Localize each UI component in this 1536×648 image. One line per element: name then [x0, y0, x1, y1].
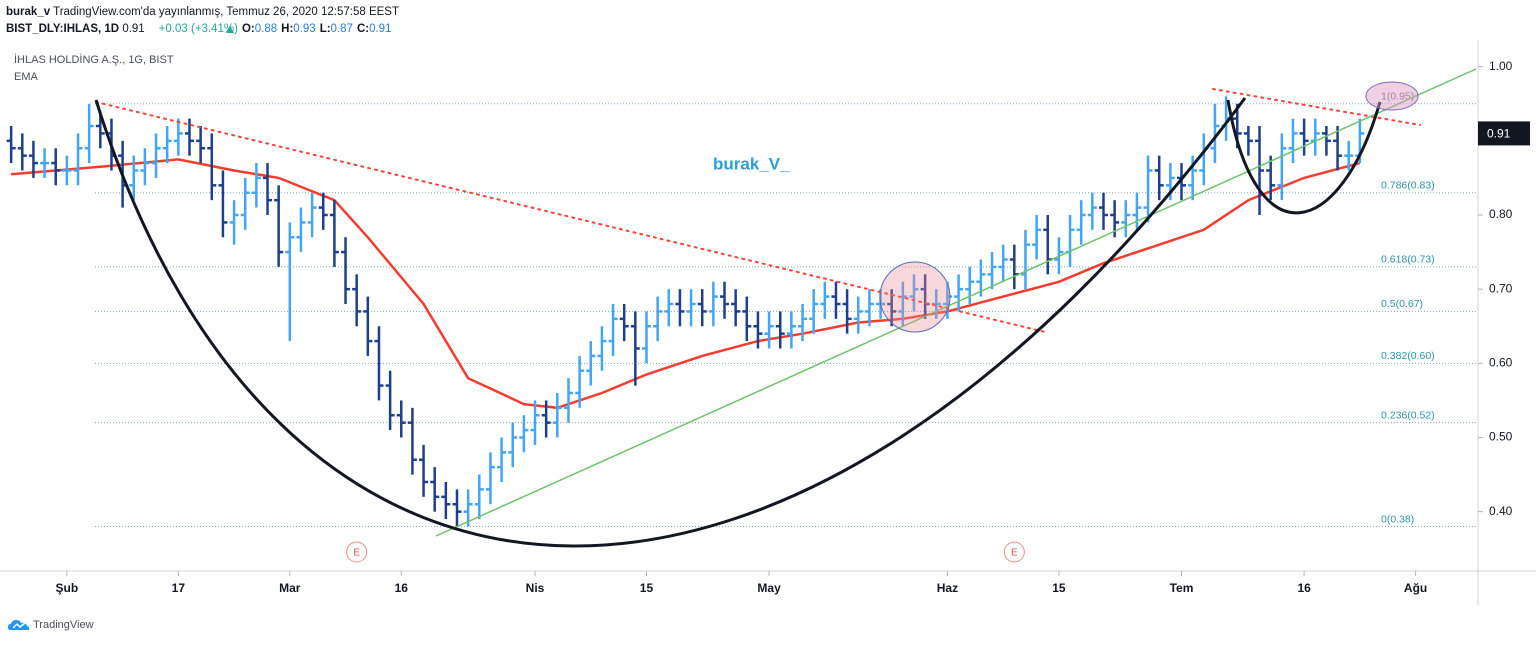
fib-levels: 1(0.95) 0.786(0.83) 0.618(0.73) 0.5(0.67) 0.… — [95, 91, 1478, 527]
symbol-line: BIST_DLY:IHLAS, 1D 0.91 +0.03 (+3.41%) O:0… — [6, 23, 391, 35]
trend-line — [95, 101, 1046, 333]
ohlc-value: 0.88 — [255, 23, 277, 35]
x-tick-label: Tem — [1170, 581, 1194, 595]
ohlc-label: C: — [357, 23, 369, 35]
x-tick-label: Nis — [526, 581, 545, 595]
price-badge-label: 0.91 — [1487, 127, 1511, 141]
change: +0.03 (+3.41%) — [159, 23, 238, 35]
ema-line — [10, 158, 1361, 410]
x-tick-label: Mar — [279, 581, 301, 595]
ohlc-label: O: — [242, 23, 255, 35]
x-tick-label: Haz — [937, 581, 958, 595]
axes: 0.400.500.600.700.800.901.00Şub17Mar16Ni… — [56, 59, 1530, 595]
ohlc-value: 0.91 — [369, 23, 391, 35]
symbol-title: İHLAS HOLDİNG A.Ş., 1G, BIST — [14, 53, 174, 66]
plot-area — [0, 40, 1478, 571]
event-label: E — [353, 548, 360, 559]
highlight-circle — [879, 261, 951, 333]
fib-label: 0.786(0.83) — [1381, 180, 1435, 192]
handle-curve — [1226, 99, 1382, 215]
ohlc-label: L: — [320, 23, 331, 35]
ohlc-value: 0.93 — [293, 23, 315, 35]
ema-layer — [10, 158, 1361, 410]
symbol: BIST_DLY:IHLAS, 1D — [6, 23, 119, 35]
y-tick-label: 1.00 — [1489, 59, 1513, 73]
ohlc-label: H: — [281, 23, 293, 35]
fib-label: 0.382(0.60) — [1381, 350, 1435, 362]
fib-label: 1(0.95) — [1381, 91, 1414, 103]
logo — [8, 620, 30, 630]
event-marker — [346, 541, 368, 563]
y-tick-label: 0.70 — [1489, 281, 1513, 295]
y-tick-label: 0.40 — [1489, 504, 1513, 518]
y-tick-label: 0.60 — [1489, 356, 1513, 370]
last: 0.91 — [122, 23, 144, 35]
y-tick-label: 0.50 — [1489, 430, 1513, 444]
x-tick-label: Şub — [56, 581, 79, 595]
fib-label: 0.618(0.73) — [1381, 254, 1435, 266]
header-line: burak_v TradingView.com'da yayınlanmış, … — [6, 6, 399, 18]
x-tick-label: 15 — [1052, 581, 1066, 595]
x-tick-label: Ağu — [1404, 581, 1427, 595]
footer: TradingView — [33, 619, 94, 631]
trend-line — [1212, 88, 1421, 126]
price-badge — [1478, 121, 1530, 146]
fib-label: 0.5(0.67) — [1381, 298, 1423, 310]
published: TradingView.com'da yayınlanmış, Temmuz 2… — [53, 6, 399, 18]
drawings — [94, 68, 1477, 548]
cup-curve — [94, 97, 1247, 548]
author: burak_v — [6, 6, 51, 18]
fib-label: 0(0.38) — [1381, 513, 1414, 525]
x-tick-label: 17 — [172, 581, 186, 595]
fib-label: 0.236(0.52) — [1381, 409, 1435, 421]
x-tick-label: 15 — [640, 581, 654, 595]
x-tick-label: 16 — [1297, 581, 1311, 595]
indicator-label: EMA — [14, 71, 39, 83]
up-arrow — [226, 26, 234, 33]
event-label: E — [1011, 548, 1018, 559]
x-tick-label: May — [757, 581, 781, 595]
ohlc-value: 0.87 — [331, 23, 353, 35]
y-tick-label: 0.80 — [1489, 207, 1513, 221]
event-marker — [1003, 541, 1025, 563]
x-tick-label: 16 — [395, 581, 409, 595]
support-line — [435, 68, 1477, 537]
watermark: burak_V_ — [713, 154, 790, 173]
highlight-ellipse — [1365, 81, 1419, 111]
